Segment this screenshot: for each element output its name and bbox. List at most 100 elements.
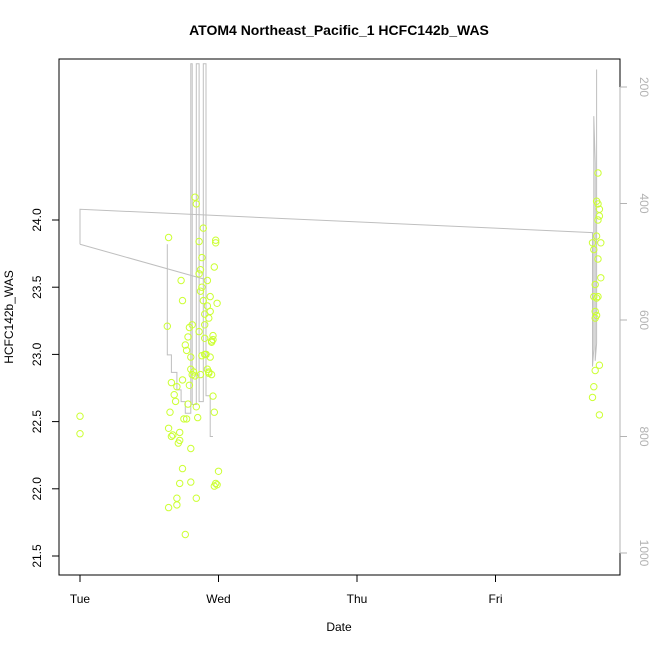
data-point [594, 216, 602, 224]
data-point [167, 432, 176, 441]
data-point [210, 408, 219, 416]
data-point [192, 403, 201, 411]
x-axis-label: Date [326, 620, 352, 634]
chart-title: ATOM4 Northeast_Pacific_1 HCFC142b_WAS [189, 22, 489, 38]
x-axis: Tue Wed Thu Fri [70, 574, 503, 606]
data-point [214, 467, 223, 475]
data-point [198, 283, 206, 291]
data-point [178, 464, 187, 473]
data-point [196, 370, 205, 379]
data-point [207, 337, 216, 345]
data-point [209, 392, 217, 400]
data-point [591, 366, 599, 375]
y-axis: 21.5 22.0 22.5 23.0 23.5 24.0 [30, 208, 60, 568]
data-point [192, 200, 201, 208]
data-point [595, 361, 604, 369]
data-point [594, 292, 602, 301]
data-point [189, 368, 198, 376]
data-point [163, 322, 172, 330]
data-point [591, 280, 599, 289]
data-point [192, 494, 201, 502]
data-point [191, 193, 199, 201]
data-point [164, 233, 173, 242]
data-point [595, 411, 604, 419]
data-point [212, 236, 220, 244]
x-tick-label: Tue [70, 592, 91, 606]
data-point [590, 245, 598, 254]
data-point [206, 292, 214, 301]
data-point [201, 334, 209, 342]
data-point [166, 408, 174, 416]
y-tick-label: 22.5 [30, 410, 44, 434]
data-point [198, 253, 206, 262]
data-point [588, 393, 597, 402]
data-point [594, 169, 602, 177]
data-point [181, 530, 190, 539]
profile-line [79, 69, 598, 367]
data-point [592, 311, 601, 320]
data-point [195, 237, 203, 246]
plot-area [58, 58, 621, 576]
y-tick-label: 23.5 [30, 275, 44, 299]
y-tick-label: 23.0 [30, 342, 44, 366]
data-point [597, 274, 605, 282]
data-point [173, 383, 181, 391]
data-point [76, 430, 84, 438]
data-point [199, 224, 208, 232]
data-point [178, 376, 187, 384]
data-point [176, 436, 184, 445]
data-point [591, 307, 599, 316]
data-point [180, 415, 188, 423]
data-point [196, 287, 205, 295]
data-point [205, 369, 213, 377]
data-point [188, 321, 196, 329]
y2-tick-label: 400 [637, 193, 650, 213]
data-point [169, 431, 177, 439]
profile-line-segment [166, 63, 213, 437]
y2-tick-label: 1000 [637, 540, 650, 567]
data-point [203, 302, 212, 310]
data-point [176, 428, 184, 437]
data-point [182, 346, 191, 355]
data-point [173, 494, 181, 502]
data-point [210, 482, 219, 490]
data-point [201, 310, 209, 318]
data-point [178, 296, 187, 305]
data-point [201, 350, 209, 359]
y2-tick-label: 800 [637, 426, 650, 446]
data-point [185, 381, 194, 389]
data-point [590, 292, 598, 301]
profile-connector [79, 243, 205, 280]
data-point [213, 299, 221, 307]
y-tick-label: 24.0 [30, 208, 44, 232]
data-point [594, 255, 602, 263]
y2-axis: 200 400 600 800 1000 [619, 77, 650, 567]
data-point [212, 239, 220, 247]
x-tick-label: Fri [489, 592, 503, 606]
y-tick-label: 22.0 [30, 477, 44, 501]
data-point [196, 266, 205, 274]
data-point [209, 331, 217, 340]
data-point [595, 212, 604, 220]
data-point [164, 503, 173, 512]
data-point [597, 239, 605, 247]
data-point [201, 321, 209, 329]
data-point [588, 239, 597, 247]
data-point [184, 333, 192, 341]
data-point [167, 378, 176, 387]
data-point [205, 314, 213, 322]
data-point [590, 383, 598, 391]
y2-tick-label: 200 [637, 77, 650, 97]
data-point [194, 413, 202, 422]
y2-tick-label: 600 [637, 310, 650, 330]
y-tick-label: 21.5 [30, 544, 44, 568]
data-point [181, 341, 190, 349]
data-point [171, 397, 180, 406]
data-point [182, 415, 191, 423]
data-point [187, 353, 195, 361]
data-point [173, 501, 181, 509]
data-point [199, 296, 208, 305]
data-point [76, 412, 84, 420]
data-point [210, 263, 219, 271]
